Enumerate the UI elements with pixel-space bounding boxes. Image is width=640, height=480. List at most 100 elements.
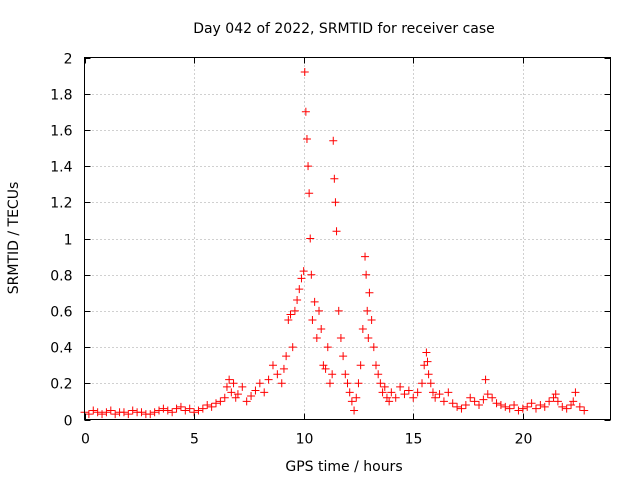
- data-point: [356, 361, 365, 370]
- data-point: [575, 402, 584, 411]
- data-point: [413, 388, 422, 397]
- data-point: [222, 382, 231, 391]
- data-point: [365, 288, 374, 297]
- data-point: [409, 393, 418, 402]
- y-tick-label: 1.4: [50, 160, 72, 176]
- grid: [84, 57, 611, 420]
- data-point: [227, 388, 236, 397]
- data-point: [212, 399, 220, 408]
- data-point: [194, 406, 203, 415]
- data-point: [111, 410, 120, 419]
- x-tick-label: 15: [405, 432, 423, 448]
- data-point: [378, 388, 387, 397]
- data-point: [321, 364, 330, 373]
- data-point: [536, 401, 545, 410]
- data-point: [159, 404, 168, 413]
- data-point: [418, 379, 427, 388]
- data-points: [80, 67, 589, 419]
- data-point: [315, 306, 324, 315]
- data-point: [387, 388, 396, 397]
- data-point: [558, 402, 567, 411]
- data-point: [279, 364, 288, 373]
- data-point: [466, 393, 475, 402]
- chart-title: Day 042 of 2022, SRMTID for receiver cas…: [193, 21, 495, 37]
- data-point: [220, 393, 229, 402]
- data-point: [380, 382, 389, 391]
- plot-frame: [84, 57, 611, 420]
- data-point: [290, 306, 299, 315]
- data-point: [198, 404, 207, 413]
- data-point: [540, 402, 549, 411]
- data-point: [553, 397, 562, 406]
- x-axis-ticks: 0 5 10 15 20: [81, 57, 532, 448]
- x-tick-label: 10: [296, 432, 314, 448]
- data-point: [264, 375, 273, 384]
- data-point: [361, 252, 370, 261]
- data-point: [155, 406, 164, 415]
- y-axis-label: SRMTID / TECUs: [6, 182, 22, 295]
- data-point: [150, 408, 159, 417]
- data-point: [369, 343, 378, 352]
- data-point: [496, 401, 505, 410]
- data-point: [106, 406, 115, 415]
- data-point: [396, 382, 405, 391]
- data-point: [238, 382, 247, 391]
- data-point: [203, 401, 212, 410]
- data-point: [481, 375, 490, 384]
- data-point: [492, 399, 501, 408]
- data-point: [207, 402, 216, 411]
- data-point: [426, 379, 435, 388]
- data-point: [423, 357, 432, 366]
- data-point: [488, 393, 497, 402]
- data-point: [385, 397, 394, 406]
- data-point: [362, 270, 371, 279]
- y-tick-label: 0: [64, 414, 73, 430]
- data-point: [323, 343, 332, 352]
- data-point: [483, 390, 492, 399]
- y-axis-ticks: 0 0.2 0.4 0.6 0.8 1 1.2 1.4 1.6 1.8 2: [50, 52, 611, 430]
- data-point: [163, 406, 172, 415]
- data-point: [295, 285, 304, 294]
- data-point: [382, 393, 391, 402]
- data-point: [328, 370, 337, 379]
- data-point: [424, 370, 433, 379]
- data-point: [119, 408, 128, 417]
- data-point: [233, 390, 242, 399]
- data-point: [470, 397, 479, 406]
- data-point: [341, 370, 350, 379]
- data-point: [371, 361, 380, 370]
- x-axis-label: GPS time / hours: [285, 459, 402, 475]
- data-point: [251, 386, 260, 395]
- data-point: [181, 406, 190, 415]
- data-point: [339, 352, 348, 361]
- y-tick-label: 1.6: [50, 124, 72, 140]
- data-point: [336, 334, 345, 343]
- data-point: [286, 310, 295, 319]
- data-point: [400, 390, 409, 399]
- data-point: [297, 274, 306, 283]
- data-point: [367, 315, 376, 324]
- data-point: [308, 315, 317, 324]
- data-point: [168, 408, 177, 417]
- data-point: [518, 404, 527, 413]
- data-point: [444, 388, 453, 397]
- data-point: [453, 402, 462, 411]
- data-point: [305, 189, 314, 198]
- data-point: [404, 386, 413, 395]
- data-point: [284, 315, 293, 324]
- data-point: [358, 325, 367, 333]
- data-point: [300, 67, 309, 76]
- data-point: [282, 352, 291, 361]
- data-point: [330, 174, 339, 183]
- data-point: [247, 391, 256, 400]
- data-point: [345, 388, 354, 397]
- data-point: [428, 388, 437, 397]
- data-point: [128, 406, 137, 415]
- data-point: [288, 343, 297, 352]
- data-point: [84, 410, 93, 419]
- data-point: [334, 306, 343, 315]
- data-point: [569, 397, 578, 406]
- data-point: [562, 404, 571, 413]
- data-point: [420, 361, 429, 370]
